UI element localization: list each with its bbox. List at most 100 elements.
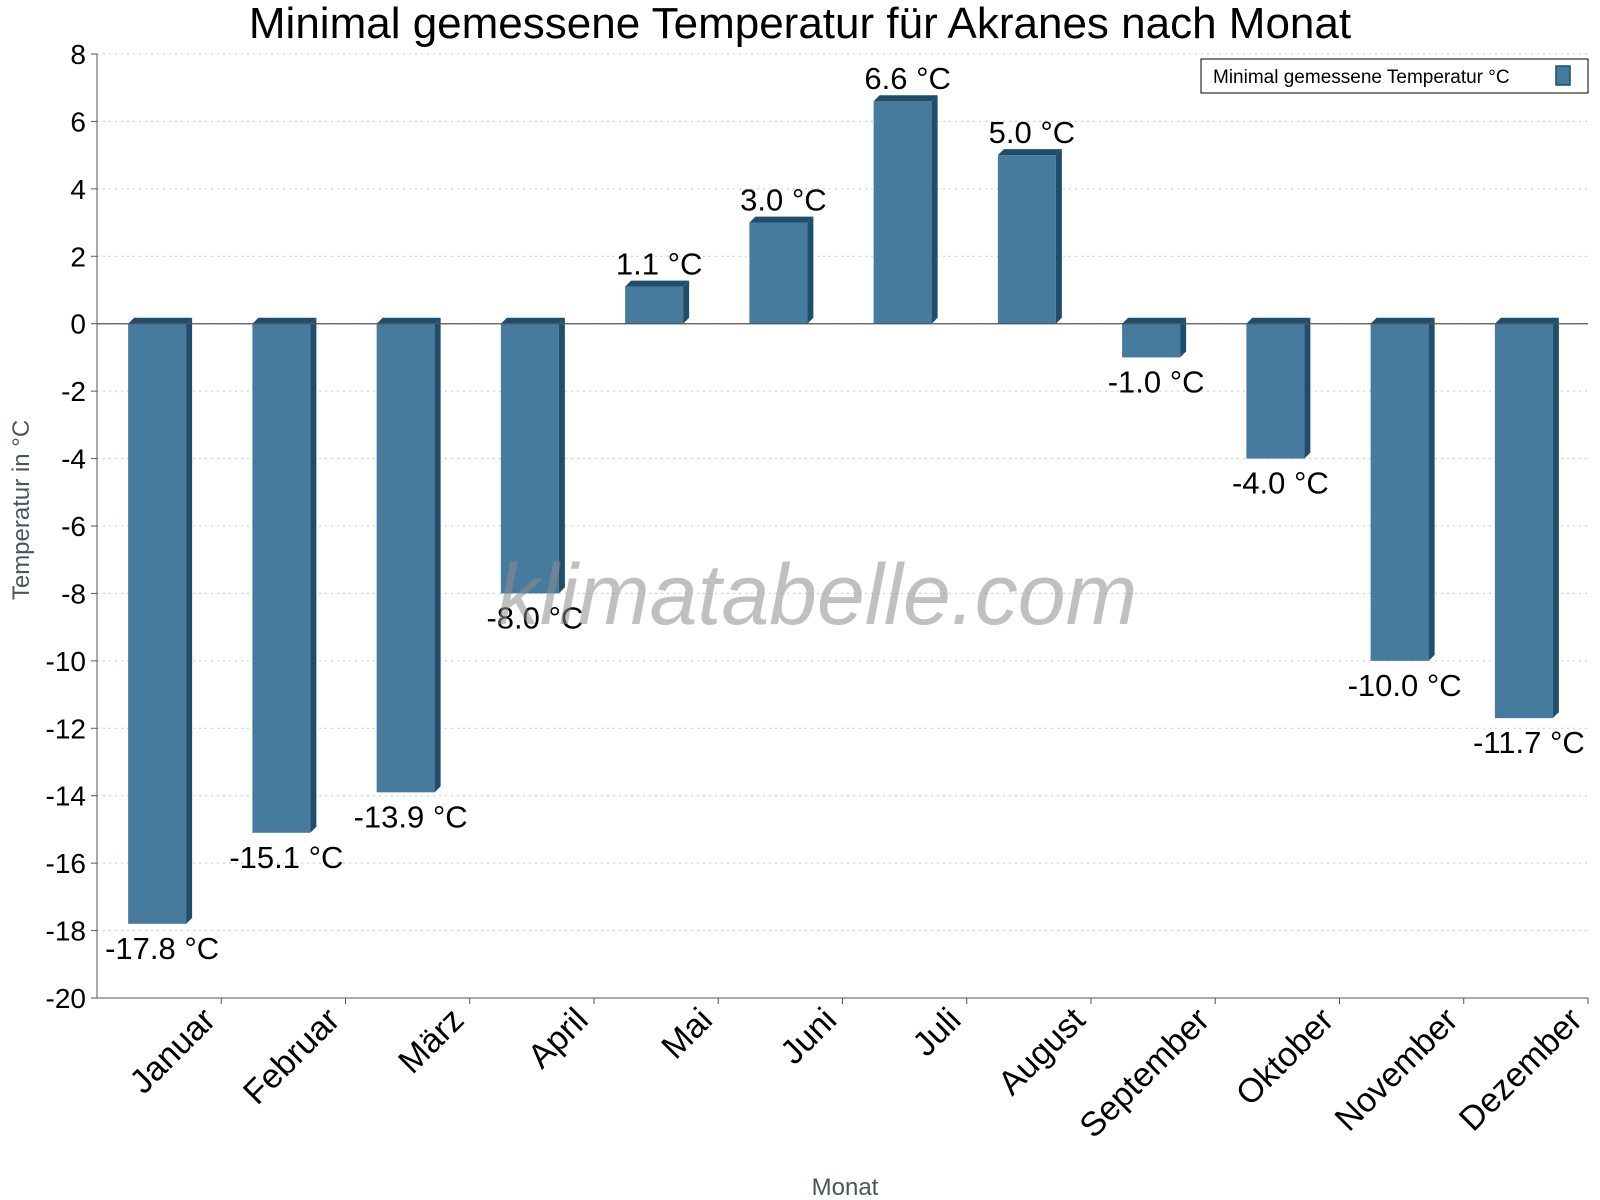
y-tick-label: 4 xyxy=(70,174,86,205)
x-tick-label: Dezember xyxy=(1452,1001,1590,1139)
y-tick-label: -10 xyxy=(46,646,86,677)
y-tick-label: -16 xyxy=(46,848,86,879)
bar-top xyxy=(997,149,1062,156)
y-tick-label: 0 xyxy=(70,309,86,340)
bar-side xyxy=(1428,317,1435,661)
x-tick-label: November xyxy=(1328,1001,1466,1139)
bar-face xyxy=(1122,323,1181,358)
bar-top xyxy=(1122,317,1187,324)
bar-dezember xyxy=(1494,317,1559,719)
bar-face xyxy=(749,222,808,324)
y-axis-ticks: 8 6 4 2 0 -2 -4 -6 -8 -10 -12 -14 -16 -18 -20 xyxy=(46,39,97,1014)
x-tick-label: April xyxy=(521,1001,596,1076)
bar-side xyxy=(186,317,193,924)
bar-top xyxy=(252,317,317,324)
data-label: -1.0 °C xyxy=(1108,364,1205,399)
bar-face xyxy=(997,155,1056,324)
bar-face xyxy=(500,323,559,594)
x-axis-ticks: Januar Februar März April Mai Juni Juli AugustS… xyxy=(123,998,1590,1145)
x-tick-label: September xyxy=(1072,1001,1216,1145)
x-tick-label: Februar xyxy=(236,1001,347,1112)
y-tick-label: -6 xyxy=(61,511,86,542)
bar-side xyxy=(1304,317,1311,459)
bar-face xyxy=(1370,323,1429,661)
data-label: -10.0 °C xyxy=(1348,668,1462,703)
y-tick-label: -2 xyxy=(61,376,86,407)
bar-side xyxy=(434,317,441,793)
x-tick-label: Juni xyxy=(773,1001,844,1072)
bars xyxy=(128,95,1559,924)
data-label: -4.0 °C xyxy=(1232,466,1329,501)
chart-title: Minimal gemessene Temperatur für Akranes… xyxy=(249,0,1351,48)
bar-face xyxy=(625,286,684,324)
data-label: 6.6 °C xyxy=(864,61,951,96)
bar-juli xyxy=(873,95,938,324)
data-label: -13.9 °C xyxy=(354,799,468,834)
bar-top xyxy=(625,280,690,287)
x-tick-label: Oktober xyxy=(1229,1001,1341,1113)
bar-side xyxy=(931,95,938,324)
y-tick-label: -14 xyxy=(46,781,86,812)
data-labels: -17.8 °C -15.1 °C -13.9 °C -8.0 °C 1.1 °C 3.0… xyxy=(105,61,1585,966)
bar-side xyxy=(1552,317,1559,719)
watermark: klimatabelle.com xyxy=(497,547,1137,643)
bar-november xyxy=(1370,317,1435,661)
bar-oktober xyxy=(1246,317,1311,459)
bar-april xyxy=(500,317,565,594)
bar-face xyxy=(376,323,435,793)
y-tick-label: 8 xyxy=(70,39,86,70)
data-label: 1.1 °C xyxy=(616,247,703,282)
bar-top xyxy=(376,317,441,324)
bar-side xyxy=(310,317,317,833)
y-tick-label: -8 xyxy=(61,578,86,609)
data-label: -11.7 °C xyxy=(1473,725,1585,760)
bar-top xyxy=(500,317,565,324)
x-tick-label: Mai xyxy=(654,1001,720,1067)
data-label: -17.8 °C xyxy=(105,931,219,966)
y-tick-label: -18 xyxy=(46,916,86,947)
y-axis-label: Temperatur in °C xyxy=(8,420,35,600)
bar-face xyxy=(1494,323,1553,719)
x-tick-label: Juli xyxy=(905,1001,968,1064)
bar-side xyxy=(558,317,565,594)
y-tick-label: -4 xyxy=(61,444,86,475)
bar-face xyxy=(873,101,932,324)
legend-swatch xyxy=(1555,65,1571,86)
bar-top xyxy=(1494,317,1559,324)
bar-top xyxy=(1246,317,1311,324)
y-tick-label: 6 xyxy=(70,106,86,137)
bar-september xyxy=(1122,317,1187,358)
x-tick-label: Januar xyxy=(123,1001,223,1101)
bar-side xyxy=(807,216,814,324)
bar-august xyxy=(997,149,1062,324)
x-tick-label: März xyxy=(391,1001,471,1081)
bar-face xyxy=(1246,323,1305,459)
bar-side xyxy=(1180,317,1187,358)
legend-label: Minimal gemessene Temperatur °C xyxy=(1213,67,1510,88)
x-axis-label: Monat xyxy=(812,1174,879,1200)
y-tick-label: -20 xyxy=(46,983,86,1014)
data-label: -8.0 °C xyxy=(486,600,583,635)
bar-face xyxy=(252,323,311,833)
bar-face xyxy=(128,323,187,924)
data-label: 3.0 °C xyxy=(740,183,827,218)
bar-top xyxy=(1370,317,1435,324)
y-tick-label: -12 xyxy=(46,713,86,744)
bar-märz xyxy=(376,317,441,793)
bar-top xyxy=(128,317,193,324)
data-label: 5.0 °C xyxy=(989,115,1076,150)
data-label: -15.1 °C xyxy=(229,840,343,875)
bar-top xyxy=(749,216,814,223)
y-tick-label: 2 xyxy=(70,241,86,272)
bar-juni xyxy=(749,216,814,324)
bar-side xyxy=(683,280,690,324)
x-tick-label: August xyxy=(991,1000,1093,1102)
legend-box xyxy=(1200,58,1589,94)
bar-side xyxy=(1055,149,1062,324)
bar-mai xyxy=(625,280,690,324)
bar-februar xyxy=(252,317,317,833)
bar-januar xyxy=(128,317,193,924)
bar-top xyxy=(873,95,938,102)
legend: Minimal gemessene Temperatur °C xyxy=(1200,58,1589,94)
